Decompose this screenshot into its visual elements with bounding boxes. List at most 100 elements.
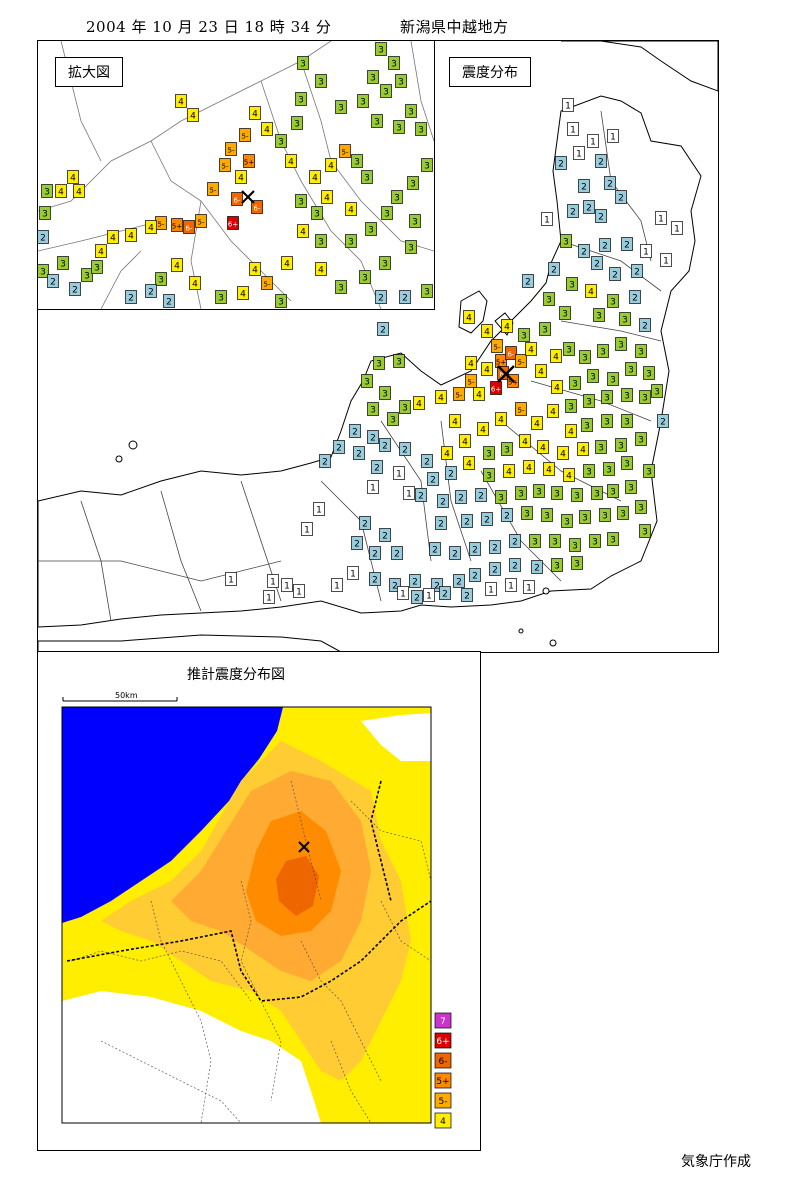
intensity-marker: 5-	[491, 339, 503, 353]
intensity-marker: 2	[38, 230, 49, 244]
intensity-marker: 1	[423, 588, 435, 602]
intensity-marker: 1	[403, 486, 415, 500]
intensity-marker: 4	[551, 380, 563, 394]
intensity-marker: 4	[477, 422, 489, 436]
intensity-marker-label: 2	[414, 594, 420, 604]
intensity-marker: 2	[391, 546, 403, 560]
intensity-marker-label: 3	[408, 244, 414, 254]
epicenter-stroke	[497, 365, 515, 383]
intensity-marker-label: 3	[604, 394, 610, 404]
intensity-marker: 1	[655, 211, 667, 225]
legend-label: 5-	[439, 1097, 448, 1107]
intensity-marker: 4	[73, 184, 85, 198]
intensity-marker: 4	[495, 412, 507, 426]
intensity-marker-label: 3	[396, 124, 402, 134]
intensity-marker-label: 4	[284, 260, 290, 270]
intensity-marker: 1	[313, 502, 325, 516]
intensity-marker: 5-	[219, 158, 231, 172]
intensity-marker-label: 3	[384, 210, 390, 220]
intensity-marker: 2	[455, 490, 467, 504]
intensity-marker: 4	[563, 468, 575, 482]
intensity-marker-label: 2	[602, 242, 608, 252]
intensity-marker-label: 3	[402, 404, 408, 414]
intensity-marker-label: 4	[148, 224, 154, 234]
intensity-marker: 2	[429, 542, 441, 556]
intensity-marker: 4	[535, 364, 547, 378]
intensity-marker-label: 4	[554, 384, 560, 394]
intensity-marker-label: 1	[565, 102, 571, 112]
intensity-marker: 2	[481, 512, 493, 526]
intensity-marker-label: 3	[546, 296, 552, 306]
intensity-marker: 5+	[171, 218, 183, 232]
intensity-marker: 1	[573, 146, 585, 160]
intensity-marker: 2	[369, 572, 381, 586]
intensity-marker: 3	[395, 74, 407, 88]
intensity-marker: 3	[381, 206, 393, 220]
intensity-marker: 3	[501, 442, 513, 456]
intensity-marker-label: 4	[484, 328, 490, 338]
intensity-marker: 3	[297, 56, 309, 70]
intensity-marker-label: 3	[424, 162, 430, 172]
intensity-marker-label: 2	[624, 241, 630, 251]
intensity-marker: 3	[625, 480, 637, 494]
intensity-marker-label: 4	[444, 450, 450, 460]
intensity-marker: 2	[367, 430, 379, 444]
intensity-marker: 3	[635, 500, 647, 514]
intensity-marker: 3	[549, 534, 561, 548]
intensity-marker: 3	[155, 272, 167, 286]
intensity-marker-label: 6-	[186, 225, 193, 233]
intensity-marker-label: 2	[322, 458, 328, 468]
intensity-marker-label: 3	[300, 60, 306, 70]
intensity-marker-label: 4	[484, 366, 490, 376]
intensity-marker: 5-	[515, 354, 527, 368]
intensity-marker: 4	[189, 276, 201, 290]
intensity-marker-label: 2	[382, 442, 388, 452]
intensity-marker: 4	[547, 404, 559, 418]
intensity-marker-label: 2	[424, 458, 430, 468]
estimated-boundaries	[70, 780, 431, 1123]
intensity-marker: 3	[603, 462, 615, 476]
intensity-marker: 4	[107, 230, 119, 244]
intensity-marker-label: 3	[218, 294, 224, 304]
intensity-marker-label: 4	[560, 450, 566, 460]
intensity-marker-label: 5-	[222, 163, 229, 171]
intensity-marker-label: 1	[658, 215, 664, 225]
intensity-marker: 3	[295, 92, 307, 106]
intensity-marker-label: 3	[364, 378, 370, 388]
intensity-marker-label: 5-	[518, 359, 525, 367]
intensity-marker: 4	[309, 170, 321, 184]
intensity-marker: 4	[67, 170, 79, 184]
intensity-marker: 1	[331, 578, 343, 592]
intensity-marker: 4	[237, 286, 249, 300]
intensity-marker-label: 3	[582, 354, 588, 364]
intensity-marker-label: 3	[368, 226, 374, 236]
intensity-marker: 6-	[231, 192, 243, 206]
intensity-marker-label: 3	[574, 560, 580, 570]
intensity-marker-label: 2	[642, 322, 648, 332]
intensity-marker-label: 3	[44, 188, 50, 198]
intensity-marker-label: 3	[394, 194, 400, 204]
intensity-marker: 3	[571, 488, 583, 502]
intensity-marker-label: 3	[552, 538, 558, 548]
intensity-marker: 4	[449, 414, 461, 428]
intensity-marker: 2	[399, 290, 411, 304]
epicenter-stroke	[298, 841, 310, 853]
intensity-marker-label: 3	[294, 120, 300, 130]
intensity-marker: 3	[621, 388, 633, 402]
intensity-marker-label: 1	[508, 582, 514, 592]
intensity-marker-label: 2	[598, 158, 604, 168]
intensity-marker-label: 3	[568, 403, 574, 413]
intensity-marker-label: 3	[42, 210, 48, 220]
intensity-marker: 1	[293, 584, 305, 598]
intensity-marker-label: 3	[364, 174, 370, 184]
intensity-marker-label: 2	[612, 271, 618, 281]
intensity-marker-label: 2	[632, 294, 638, 304]
intensity-marker: 4	[145, 220, 157, 234]
intensity-marker-label: 1	[406, 490, 412, 500]
intensity-marker: 4	[557, 446, 569, 460]
intensity-marker-label: 3	[590, 373, 596, 383]
legend-label: 4	[440, 1117, 446, 1127]
intensity-marker: 1	[347, 566, 359, 580]
intensity-marker-label: 3	[532, 538, 538, 548]
intensity-marker: 3	[607, 372, 619, 386]
